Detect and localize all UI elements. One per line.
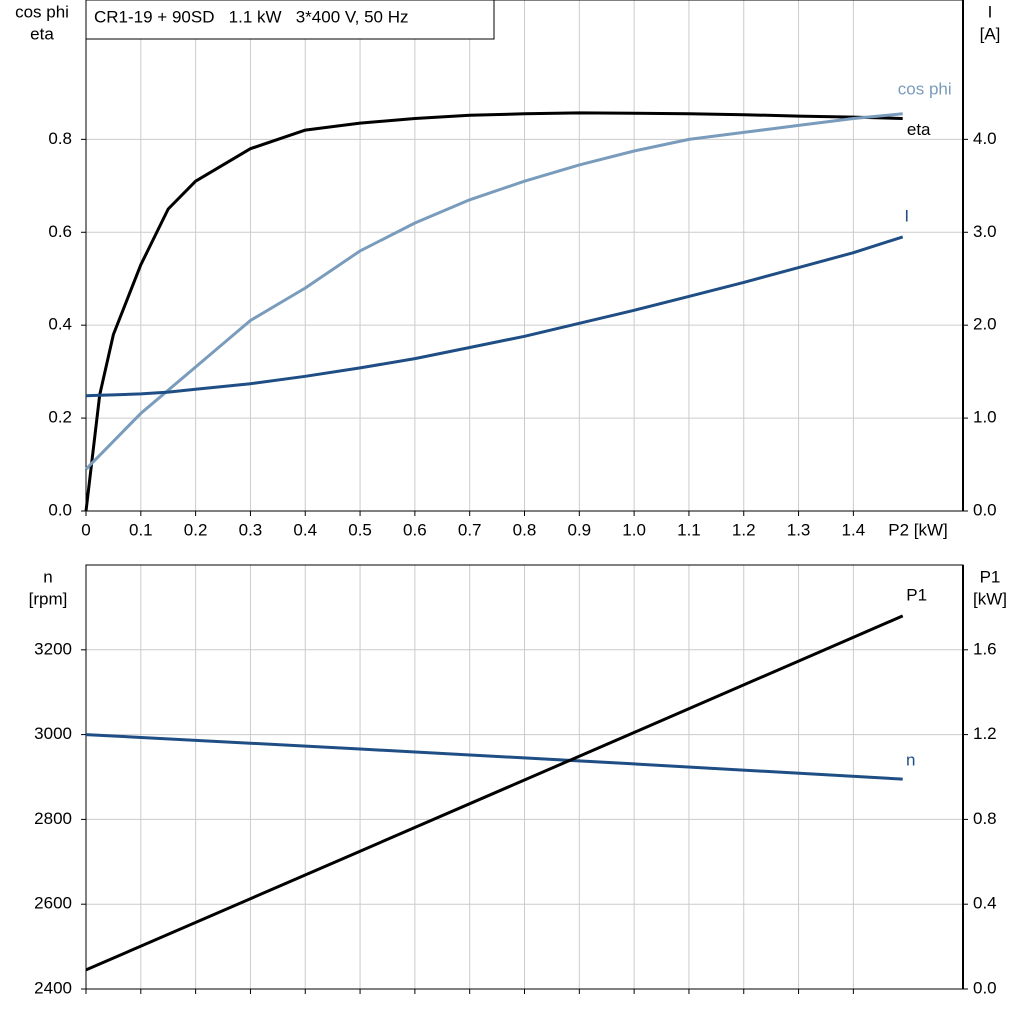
y2-axis-label: I [988, 2, 993, 21]
x-tick-label: 0.7 [458, 520, 482, 539]
y2-tick-label: 1.2 [973, 724, 997, 743]
x-tick-label: 0 [81, 520, 90, 539]
y2-tick-label: 1.6 [973, 639, 997, 658]
series-line [85, 235, 904, 398]
x-tick-label: 0.2 [184, 520, 208, 539]
y2-tick-label: 0.0 [973, 978, 997, 997]
y2-tick-label: 0.8 [973, 809, 997, 828]
series-label: n [906, 751, 915, 770]
y-axis-label: [rpm] [29, 589, 68, 608]
y2-tick-label: 4.0 [973, 129, 997, 148]
y-axis-label: n [43, 567, 52, 586]
y2-axis-label: P1 [980, 567, 1001, 586]
y-tick-label: 3200 [34, 639, 72, 658]
x-tick-label: 1.0 [622, 520, 646, 539]
x-tick-label: 1.1 [677, 520, 701, 539]
x-tick-label: 0.3 [239, 520, 263, 539]
x-tick-label: 1.2 [732, 520, 756, 539]
x-tick-label: 1.3 [787, 520, 811, 539]
chart-title: CR1-19 + 90SD 1.1 kW 3*400 V, 50 Hz [94, 7, 409, 26]
series-line [84, 111, 903, 512]
x-tick-label: 0.5 [348, 520, 372, 539]
series-line [85, 614, 904, 972]
series-label: I [904, 206, 909, 225]
y-axis-label: eta [30, 24, 54, 43]
series-label: eta [907, 120, 931, 139]
y2-axis-label: [A] [980, 24, 1001, 43]
y2-tick-label: 1.0 [973, 408, 997, 427]
y2-tick-label: 3.0 [973, 222, 997, 241]
x-tick-label: 0.6 [403, 520, 427, 539]
y-tick-label: 0.0 [48, 500, 72, 519]
y2-tick-label: 0.4 [973, 894, 997, 913]
y-axis-label: cos phi [15, 2, 69, 21]
y-tick-label: 2800 [34, 809, 72, 828]
y-tick-label: 0.2 [48, 408, 72, 427]
x-tick-label: 0.1 [129, 520, 153, 539]
x-tick-label: 0.4 [293, 520, 317, 539]
x-tick-label: 1.4 [842, 520, 866, 539]
y-tick-label: 0.6 [48, 222, 72, 241]
x-tick-label: 0.9 [567, 520, 591, 539]
y-tick-label: 2600 [34, 894, 72, 913]
x-tick-label: 0.8 [513, 520, 537, 539]
x-axis-label: P2 [kW] [888, 520, 948, 539]
y2-tick-label: 2.0 [973, 315, 997, 334]
y2-axis-label: [kW] [973, 589, 1007, 608]
y2-tick-label: 0.0 [973, 500, 997, 519]
title-box [85, 0, 495, 40]
y-tick-label: 3000 [34, 724, 72, 743]
y-tick-label: 0.4 [48, 315, 72, 334]
y-tick-label: 0.8 [48, 129, 72, 148]
series-line [84, 112, 903, 471]
series-label: P1 [906, 585, 927, 604]
y-tick-label: 2400 [34, 978, 72, 997]
series-label: cos phi [898, 79, 952, 98]
series-line [85, 733, 903, 781]
